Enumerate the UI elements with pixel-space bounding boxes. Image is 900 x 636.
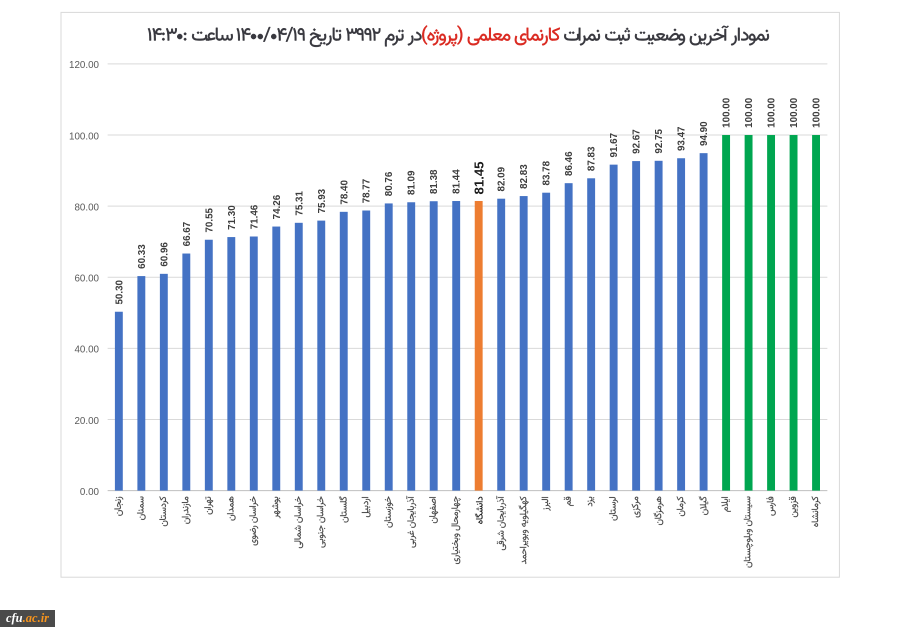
svg-text:92.75: 92.75 [654, 129, 665, 154]
svg-text:94.90: 94.90 [699, 121, 710, 146]
svg-text:50.30: 50.30 [114, 279, 125, 304]
svg-text:60.00: 60.00 [74, 274, 99, 285]
svg-text:60.96: 60.96 [159, 242, 170, 267]
svg-text:40.00: 40.00 [74, 345, 99, 356]
svg-text:100.00: 100.00 [789, 97, 800, 128]
svg-text:78.40: 78.40 [339, 180, 350, 205]
svg-text:75.31: 75.31 [294, 191, 305, 216]
svg-text:78.77: 78.77 [362, 178, 373, 203]
svg-text:66.67: 66.67 [182, 221, 193, 246]
svg-text:100.00: 100.00 [744, 97, 755, 128]
svg-text:82.83: 82.83 [519, 164, 530, 189]
svg-text:81.44: 81.44 [452, 169, 463, 194]
svg-text:93.47: 93.47 [677, 126, 688, 151]
svg-text:100.00: 100.00 [722, 97, 733, 128]
svg-text:81.38: 81.38 [429, 169, 440, 194]
svg-text:100.00: 100.00 [767, 97, 778, 128]
svg-text:83.78: 83.78 [542, 160, 553, 185]
svg-text:120.00: 120.00 [69, 60, 100, 71]
svg-text:71.30: 71.30 [227, 205, 238, 230]
svg-text:86.46: 86.46 [564, 151, 575, 176]
svg-text:70.55: 70.55 [204, 207, 215, 232]
svg-text:60.33: 60.33 [137, 244, 148, 269]
svg-text:100.00: 100.00 [812, 97, 823, 128]
svg-text:80.76: 80.76 [384, 171, 395, 196]
svg-text:91.67: 91.67 [609, 132, 620, 157]
svg-text:75.93: 75.93 [317, 188, 328, 213]
svg-text:87.83: 87.83 [587, 146, 598, 171]
svg-text:0.00: 0.00 [80, 487, 100, 498]
svg-text:81.09: 81.09 [407, 170, 418, 195]
svg-text:100.00: 100.00 [69, 131, 100, 142]
svg-text:80.00: 80.00 [74, 202, 99, 213]
svg-text:71.46: 71.46 [249, 204, 260, 229]
svg-text:81.45: 81.45 [471, 161, 486, 194]
svg-text:92.67: 92.67 [632, 129, 643, 154]
svg-text:82.09: 82.09 [497, 166, 508, 191]
svg-text:74.26: 74.26 [272, 194, 283, 219]
svg-text:20.00: 20.00 [74, 416, 99, 427]
